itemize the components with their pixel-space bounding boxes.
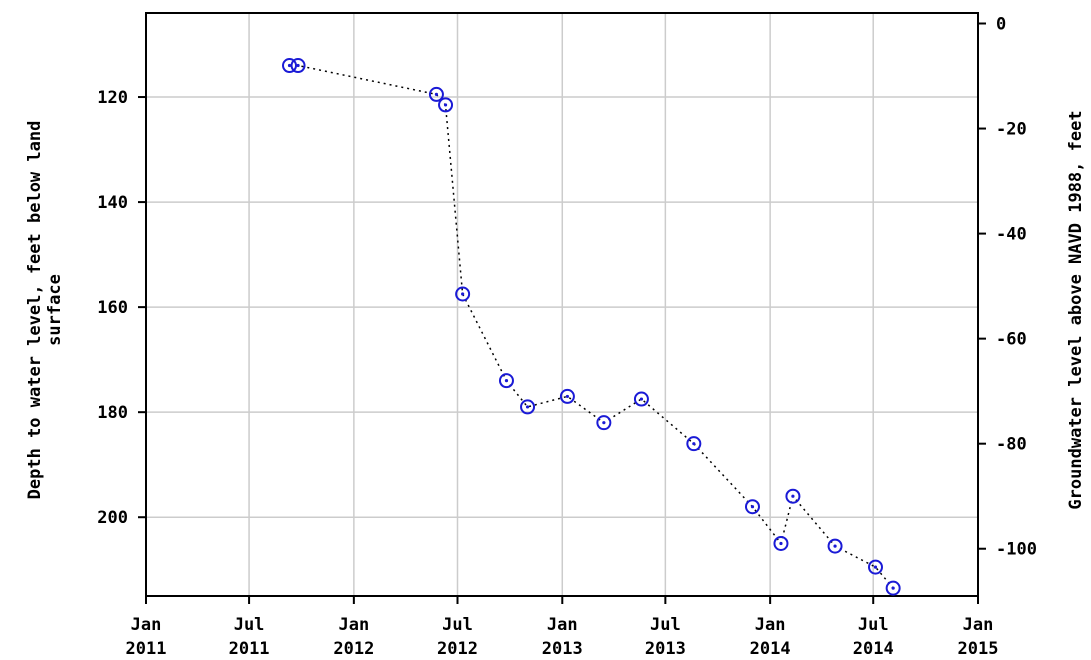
data-point [559, 388, 575, 404]
data-point-ring [633, 391, 649, 407]
x-tick-label-month: Jul [858, 615, 889, 635]
data-point-ring [686, 436, 702, 452]
data-point-center [565, 394, 570, 399]
data-point-center [873, 565, 878, 569]
data-point-ring [827, 538, 843, 554]
data-point [885, 580, 901, 596]
x-tick-label-year: 2011 [229, 639, 270, 659]
data-point-ring [559, 388, 575, 404]
data-point-ring [885, 580, 901, 596]
x-tick-label-month: Jan [963, 615, 994, 635]
data-point-ring [867, 559, 883, 575]
ticks-layer [138, 22, 986, 604]
right-y-tick-label: -60 [996, 330, 1027, 350]
data-point [744, 499, 760, 515]
data-point-ring [520, 399, 536, 415]
data-point-center [891, 586, 895, 590]
data-point-center [434, 92, 439, 97]
data-point-ring [282, 58, 298, 74]
data-point-ring [290, 58, 306, 74]
left-y-tick-label: 160 [97, 298, 128, 318]
x-tick-label-year: 2013 [542, 639, 583, 659]
data-point [785, 488, 801, 504]
data-point-center [504, 379, 509, 383]
data-points [282, 58, 901, 596]
data-point [498, 373, 514, 389]
tick-labels: Jan 2011 Jul 2011 Jan 2012 Jul 2012 Jan 2013 Jul 20… [97, 15, 1037, 659]
left-y-tick-label: 180 [97, 403, 128, 423]
data-point [827, 538, 843, 554]
data-point-center [287, 63, 292, 68]
data-point-ring [428, 86, 444, 102]
data-point-center [833, 544, 837, 548]
right-y-tick-label: -40 [996, 225, 1027, 245]
data-point [428, 86, 444, 102]
grid-layer [146, 13, 978, 596]
data-point-center [779, 541, 783, 546]
x-tick-label-year: 2013 [645, 639, 686, 659]
x-tick-label-month: Jan [131, 615, 162, 635]
data-point-center [602, 421, 606, 425]
data-point [686, 436, 702, 452]
x-tick-label-year: 2014 [750, 639, 791, 659]
data-point-ring [438, 97, 454, 113]
data-point [773, 535, 789, 551]
data-point [438, 97, 454, 113]
data-point-center [639, 397, 644, 401]
left-y-tick-label: 140 [97, 193, 128, 213]
x-tick-label-month: Jul [234, 615, 265, 635]
data-point [520, 399, 536, 415]
data-point [633, 391, 649, 407]
data-point-ring [773, 535, 789, 551]
data-point-center [692, 442, 696, 446]
x-tick-label-month: Jan [547, 615, 578, 635]
data-point [867, 559, 883, 575]
data-point-ring [498, 373, 514, 389]
data-point [455, 286, 471, 302]
x-tick-label-month: Jan [338, 615, 369, 635]
x-tick-label-month: Jul [442, 615, 473, 635]
data-point [282, 58, 298, 74]
data-point [596, 415, 612, 431]
left-y-tick-label: 120 [97, 88, 128, 108]
right-y-tick-label: 0 [996, 15, 1006, 35]
data-point-ring [744, 499, 760, 515]
x-tick-label-year: 2014 [853, 639, 894, 659]
data-point-ring [596, 415, 612, 431]
data-point-center [791, 494, 795, 498]
data-point-center [443, 103, 448, 107]
data-point-ring [455, 286, 471, 302]
data-point-center [461, 292, 465, 296]
series-line [289, 64, 894, 589]
right-y-tick-label: -100 [996, 540, 1037, 560]
data-point-center [296, 63, 300, 68]
data-point-center [750, 505, 755, 509]
right-y-tick-label: -20 [996, 120, 1027, 140]
data-point-center [525, 405, 530, 409]
data-point [290, 58, 306, 74]
right-y-tick-label: -80 [996, 435, 1027, 455]
data-point-ring [785, 488, 801, 504]
x-tick-label-year: 2011 [126, 639, 167, 659]
x-tick-label-month: Jan [755, 615, 786, 635]
x-tick-label-year: 2012 [437, 639, 478, 659]
left-y-tick-label: 200 [97, 508, 128, 528]
x-tick-label-month: Jul [650, 615, 681, 635]
left-axis-title-line1: Depth to water level, feet below land [25, 121, 45, 500]
x-tick-label-year: 2015 [958, 639, 999, 659]
x-tick-label-year: 2012 [333, 639, 374, 659]
left-axis-title-line2: surface [45, 274, 65, 346]
right-axis-title: Groundwater level above NAVD 1988, feet [1066, 110, 1086, 509]
